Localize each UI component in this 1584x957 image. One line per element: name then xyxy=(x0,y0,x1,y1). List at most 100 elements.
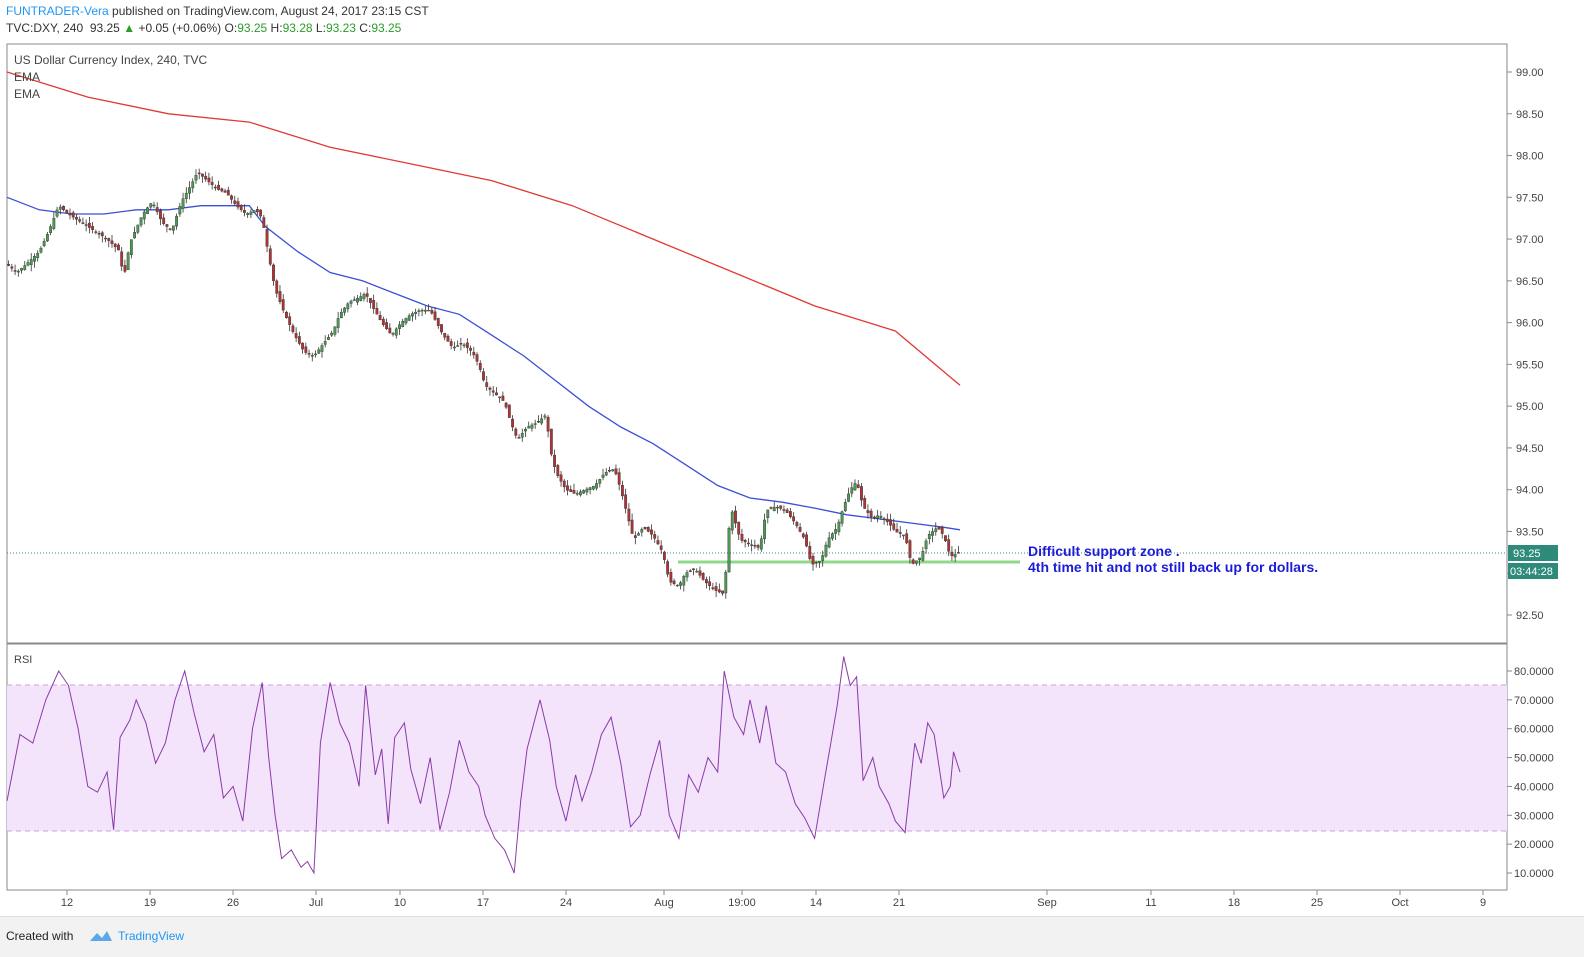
candle-down xyxy=(504,402,508,408)
candle-down xyxy=(87,222,91,228)
author-link[interactable]: FUNTRADER-Vera xyxy=(6,4,109,18)
candle-up xyxy=(750,544,754,546)
candle-down xyxy=(378,315,382,321)
candle-up xyxy=(126,252,130,270)
candle-up xyxy=(336,318,340,328)
candle-down xyxy=(860,486,863,501)
candle-up xyxy=(924,540,928,550)
published-text: published on TradingView.com, August 24,… xyxy=(108,4,429,18)
candle-down xyxy=(10,266,14,269)
price-change: +0.05 (+0.06%) xyxy=(138,21,222,35)
candle-up xyxy=(834,529,838,534)
candle-down xyxy=(692,568,695,570)
last-price: 93.25 xyxy=(89,21,120,35)
candle-up xyxy=(314,353,317,356)
annotation-line-2[interactable]: 4th time hit and not still back up for d… xyxy=(1028,559,1318,575)
time-tick-label: 26 xyxy=(227,897,239,909)
candle-down xyxy=(608,470,611,472)
candle-down xyxy=(872,516,876,519)
candle-down xyxy=(436,318,440,326)
candle-up xyxy=(772,506,776,512)
candle-down xyxy=(950,551,954,557)
candle-up xyxy=(579,491,582,496)
candle-down xyxy=(381,318,385,325)
candle-up xyxy=(33,256,36,262)
candle-up xyxy=(404,318,408,324)
candle-down xyxy=(721,590,724,594)
candle-up xyxy=(588,487,592,490)
candle-down xyxy=(272,264,275,282)
candle-down xyxy=(756,545,760,548)
candle-down xyxy=(566,485,569,491)
candle-down xyxy=(430,309,434,314)
candle-down xyxy=(782,509,786,511)
candle-down xyxy=(262,217,266,228)
tradingview-cloud-icon[interactable] xyxy=(88,927,114,943)
candle-down xyxy=(511,418,514,428)
candle-down xyxy=(259,209,262,217)
ema-legend-1: EMA xyxy=(14,70,40,84)
candle-up xyxy=(171,225,175,231)
candle-down xyxy=(213,186,217,189)
candle-down xyxy=(255,209,259,213)
candle-up xyxy=(927,534,931,540)
candle-up xyxy=(362,294,366,299)
high-value: 93.28 xyxy=(282,21,313,35)
chart-area[interactable]: 99.00 98.50 98.00 97.50 97.00 96.50 96.00 95.50… xyxy=(0,0,1584,916)
candle-up xyxy=(20,268,23,271)
candlesticks xyxy=(7,168,960,599)
candle-down xyxy=(562,480,566,488)
candle-up xyxy=(575,492,579,495)
candle-down xyxy=(440,324,443,333)
candle-down xyxy=(663,551,666,560)
candle-up xyxy=(640,529,644,533)
candle-up xyxy=(824,544,828,557)
candle-down xyxy=(908,540,912,558)
candle-up xyxy=(26,262,30,266)
candle-up xyxy=(837,521,841,533)
candle-down xyxy=(369,297,372,303)
candle-up xyxy=(611,469,615,472)
candle-down xyxy=(624,494,628,509)
rsi-tick-label: 70.0000 xyxy=(1514,695,1554,707)
tradingview-brand-link[interactable]: TradingView xyxy=(118,929,185,943)
time-tick-label: 24 xyxy=(560,897,572,909)
symbol-name: TVC:DXY, 240 xyxy=(6,21,84,35)
candle-down xyxy=(643,527,647,529)
candle-down xyxy=(498,396,502,399)
candle-up xyxy=(850,487,854,494)
candle-up xyxy=(456,345,460,347)
rsi-tick-label: 40.0000 xyxy=(1514,781,1554,793)
candle-up xyxy=(934,528,938,533)
candle-down xyxy=(159,210,162,220)
price-tick-label: 92.50 xyxy=(1516,610,1544,622)
candle-up xyxy=(398,324,401,329)
candle-up xyxy=(876,515,880,519)
candle-down xyxy=(230,195,233,200)
candle-down xyxy=(485,382,489,387)
candle-down xyxy=(569,489,573,492)
candle-down xyxy=(223,190,227,193)
candle-down xyxy=(155,207,159,213)
candle-up xyxy=(407,315,411,321)
candle-up xyxy=(323,341,327,345)
candle-down xyxy=(233,200,237,204)
last-price-badge-text: 93.25 xyxy=(1513,548,1541,560)
candle-down xyxy=(204,175,208,180)
annotation-line-1[interactable]: Difficult support zone . xyxy=(1028,543,1180,559)
candle-down xyxy=(659,545,663,550)
candle-up xyxy=(45,234,49,242)
candle-down xyxy=(556,465,560,476)
candle-down xyxy=(443,332,447,338)
candle-down xyxy=(433,311,437,320)
candle-down xyxy=(666,561,670,575)
candle-up xyxy=(49,226,53,234)
candle-down xyxy=(705,579,708,584)
price-tick-label: 96.00 xyxy=(1516,318,1544,330)
candle-down xyxy=(288,316,292,325)
time-tick-label: 19 xyxy=(144,897,156,909)
candle-down xyxy=(78,219,82,222)
candle-up xyxy=(695,570,699,573)
candle-down xyxy=(621,484,624,497)
candle-down xyxy=(795,522,799,527)
